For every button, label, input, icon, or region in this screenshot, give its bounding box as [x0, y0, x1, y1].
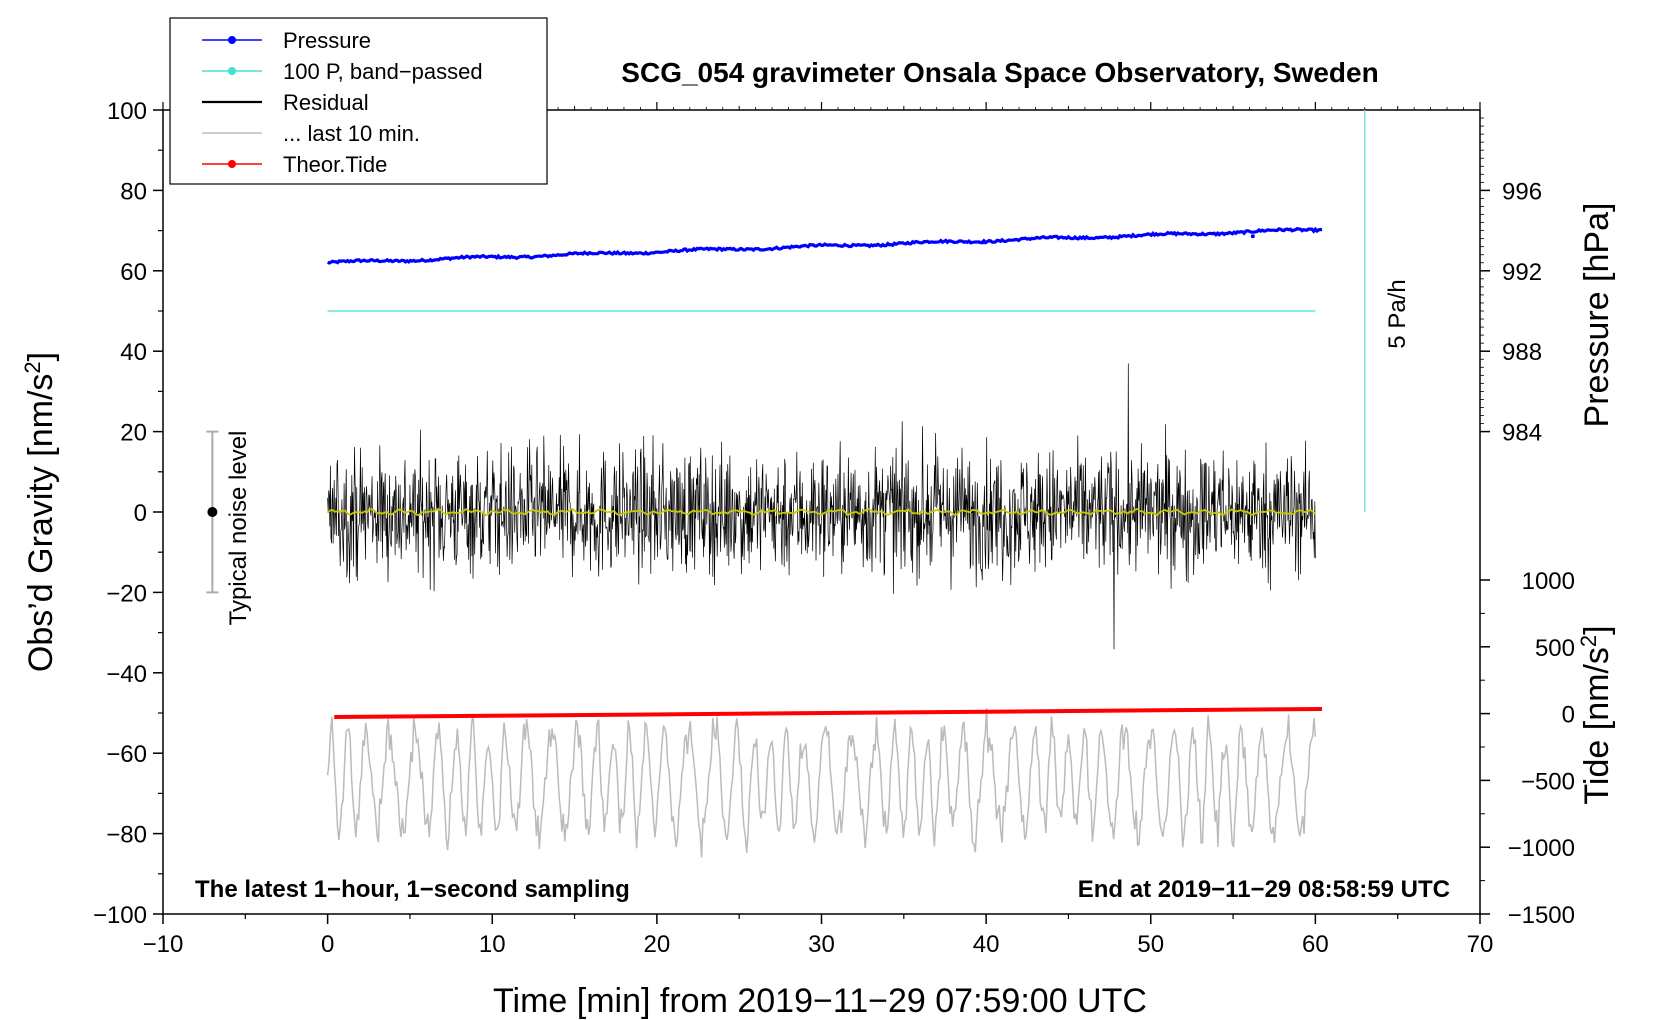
y-tick-label: 20 [120, 420, 147, 447]
pressure-series [327, 226, 1323, 265]
last10-line [326, 708, 1317, 858]
x-tick-label: 30 [808, 931, 835, 958]
tide-tick-label: 0 [1562, 702, 1575, 729]
y-axis-title-left-text: Obs’d Gravity [nm/s [22, 374, 60, 673]
x-tick-label: −10 [143, 931, 184, 958]
y-axis-title-left-sup: 2 [20, 361, 45, 373]
residual-series [327, 363, 1316, 650]
theoretical-tide-series [334, 706, 1322, 720]
note-sampling: The latest 1−hour, 1−second sampling [195, 876, 630, 903]
legend-marker [228, 67, 236, 75]
pressure-tick-label: 992 [1502, 259, 1542, 286]
legend-label: Residual [283, 90, 369, 115]
y-tick-label: 0 [134, 500, 147, 527]
tide-axis-title-sup: 2 [1576, 635, 1601, 647]
pressure-axis-ticks: 996 992 988 984 [1480, 117, 1542, 447]
y-tick-label: 100 [107, 98, 147, 125]
y-tick-label: −40 [106, 661, 147, 688]
y-tick-label: 80 [120, 178, 147, 205]
noise-center-dot [207, 507, 218, 517]
y-left-axis-ticks: 100 80 60 40 20 0 −20 −40 −60 −80 −100 [93, 98, 163, 929]
filtered-residual-series [327, 507, 1316, 517]
note-end-time: End at 2019−11−29 08:58:59 UTC [1078, 876, 1450, 903]
y-tick-label: −80 [106, 822, 147, 849]
y-axis-title-left-close: ] [22, 352, 60, 361]
tide-line [334, 706, 1322, 720]
y-tick-label: −100 [93, 902, 147, 929]
pressure-outlier [980, 240, 985, 245]
chart-title: SCG_054 gravimeter Onsala Space Observat… [621, 57, 1378, 88]
x-tick-label: 50 [1137, 931, 1164, 958]
legend-label: Theor.Tide [283, 152, 387, 177]
filtered-line [327, 507, 1316, 517]
legend-label: ... last 10 min. [283, 121, 420, 146]
last-10-min-series [326, 708, 1317, 858]
legend-label: Pressure [283, 28, 371, 53]
rate-annotation: 5 Pa/h [1384, 279, 1411, 348]
y-axis-title-left: Obs’d Gravity [nm/s2] [20, 352, 60, 672]
residual-line [327, 363, 1316, 650]
pressure-tick-label: 984 [1502, 420, 1542, 447]
legend: Pressure 100 P, band−passed Residual ... la… [169, 17, 548, 185]
x-tick-label: 20 [644, 931, 671, 958]
tide-axis-title-close: ] [1578, 625, 1616, 634]
x-tick-label: 40 [973, 931, 1000, 958]
pressure-line [327, 226, 1323, 265]
legend-label: 100 P, band−passed [283, 59, 483, 84]
x-tick-label: 60 [1302, 931, 1329, 958]
noise-annotation: Typical noise level [225, 431, 252, 626]
y-tick-label: −60 [106, 741, 147, 768]
tide-axis-title: Tide [nm/s2] [1576, 625, 1616, 804]
legend-marker [228, 36, 236, 44]
tide-tick-label: −1500 [1508, 902, 1575, 929]
x-axis-ticks: −10 0 10 20 30 40 50 60 70 [143, 102, 1494, 958]
pressure-outlier [1250, 234, 1255, 239]
tide-axis-ticks: 1000 500 0 −500 −1000 −1500 [1480, 568, 1575, 929]
x-tick-label: 0 [321, 931, 334, 958]
y-tick-label: 40 [120, 339, 147, 366]
noise-level-indicator [206, 430, 219, 594]
tide-axis-title-text: Tide [nm/s [1578, 647, 1616, 804]
x-tick-label: 70 [1467, 931, 1494, 958]
x-axis-title: Time [min] from 2019−11−29 07:59:00 UTC [493, 982, 1147, 1020]
pressure-tick-label: 996 [1502, 178, 1542, 205]
y-tick-label: −20 [106, 580, 147, 607]
y-tick-label: 60 [120, 259, 147, 286]
pressure-axis-title: Pressure [hPa] [1578, 203, 1616, 428]
tide-tick-label: 1000 [1522, 568, 1575, 595]
pressure-tick-label: 988 [1502, 339, 1542, 366]
legend-marker [228, 160, 236, 168]
tide-tick-label: −1000 [1508, 835, 1575, 862]
x-tick-label: 10 [479, 931, 506, 958]
tide-tick-label: 500 [1535, 635, 1575, 662]
tide-tick-label: −500 [1521, 768, 1575, 795]
